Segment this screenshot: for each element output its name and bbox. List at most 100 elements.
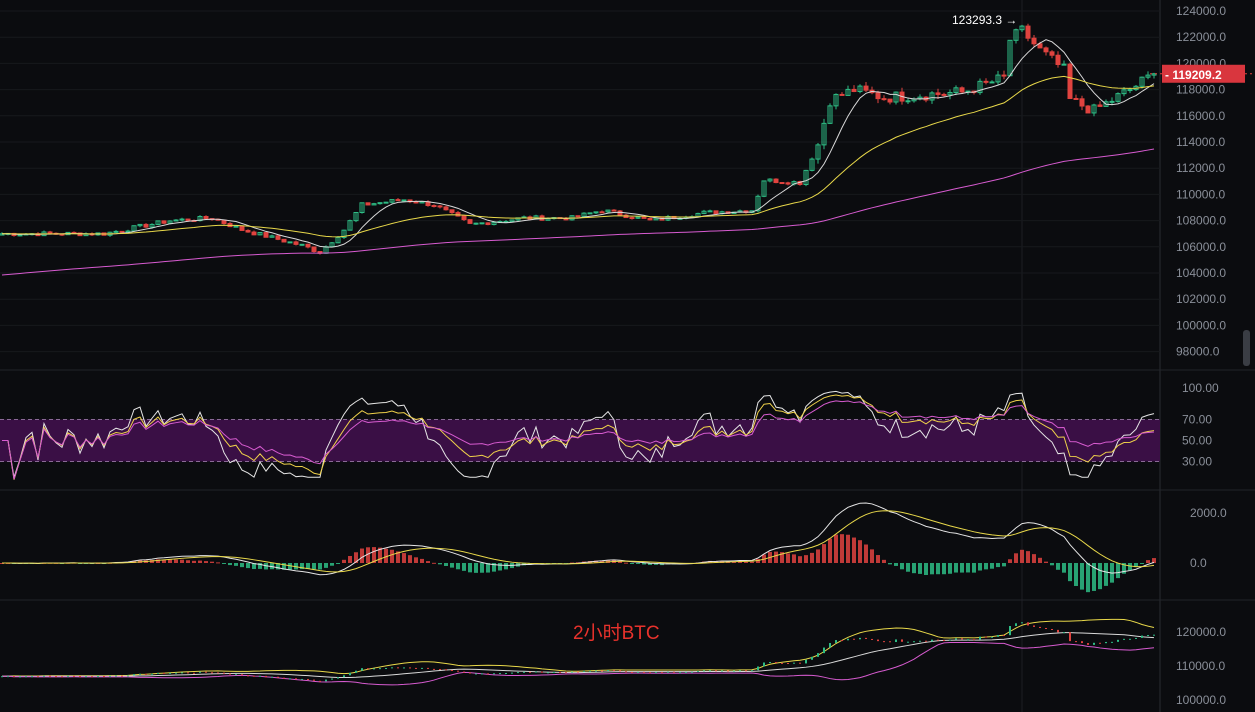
mini-candle <box>571 671 573 673</box>
mini-candle <box>115 675 117 677</box>
macd-histogram-bar <box>492 563 496 572</box>
macd-histogram-bar <box>282 563 286 570</box>
mini-candle <box>1069 632 1071 642</box>
candle-body <box>641 216 647 219</box>
candle-body <box>1151 73 1157 76</box>
axis-scroll-handle[interactable] <box>1243 330 1250 366</box>
mini-candle <box>73 675 75 677</box>
mini-candle <box>1147 635 1149 637</box>
mini-candle <box>337 677 339 679</box>
candle-body <box>1013 29 1019 41</box>
mini-candle <box>1117 639 1119 642</box>
candle-body <box>575 215 581 218</box>
upper-band-line <box>1 618 1155 677</box>
mini-candle <box>757 666 759 671</box>
mini-candle <box>589 670 591 672</box>
mini-candle <box>499 673 501 675</box>
mini-candle <box>61 676 63 678</box>
mini-candle <box>643 671 645 673</box>
candle-body <box>1067 63 1073 99</box>
mini-candle <box>295 678 297 680</box>
macd-histogram-bar <box>1002 563 1006 567</box>
candle-body <box>137 223 143 227</box>
candle-body <box>875 92 881 100</box>
last-price-label: - 119209.2 <box>1165 68 1222 82</box>
mini-candle <box>619 670 621 672</box>
macd-histogram-bar <box>780 552 784 563</box>
mini-candle <box>901 639 903 642</box>
mini-candle <box>859 637 861 640</box>
macd-histogram-bar <box>1134 563 1138 568</box>
candle-body <box>269 235 275 238</box>
mini-candle <box>763 662 765 667</box>
candle-body <box>839 93 845 96</box>
macd-histogram-bar <box>468 563 472 573</box>
candle-body <box>1145 74 1151 78</box>
candle-body <box>251 231 257 236</box>
mini-candle <box>19 676 21 678</box>
macd-histogram-bar <box>774 551 778 563</box>
mini-candle <box>289 678 291 680</box>
candle-body <box>845 88 851 96</box>
candle-body <box>371 203 377 206</box>
candle-body <box>281 238 287 243</box>
mini-candle <box>679 672 681 674</box>
rsi-band <box>0 419 1160 462</box>
mini-candle <box>1009 626 1011 636</box>
middle-band-line <box>1 632 1155 679</box>
macd-histogram-bar <box>810 552 814 563</box>
mini-candle <box>691 671 693 673</box>
macd-histogram-bar <box>1008 559 1012 563</box>
candle-body <box>929 92 935 101</box>
mini-candle <box>1141 635 1143 638</box>
mini-candle <box>403 667 405 669</box>
macd-histogram-bar <box>354 552 358 563</box>
macd-histogram-bar <box>318 563 322 570</box>
mini-candle <box>49 675 51 677</box>
candle-body <box>977 80 983 94</box>
mini-candle <box>661 672 663 674</box>
mini-candle <box>349 672 351 676</box>
mini-candle <box>283 677 285 679</box>
mini-candle <box>583 670 585 672</box>
mini-candle <box>31 676 33 678</box>
macd-histogram-bar <box>486 563 490 573</box>
candle-body <box>335 236 341 244</box>
candle-body <box>143 223 149 228</box>
mini-candle <box>193 672 195 674</box>
mini-candle <box>457 670 459 672</box>
price-tick-label: 106000.0 <box>1176 240 1226 254</box>
macd-histogram-bar <box>480 563 484 573</box>
macd-histogram-bar <box>630 563 634 564</box>
mini-candle <box>97 675 99 677</box>
macd-histogram-bar <box>300 563 304 570</box>
macd-histogram-bar <box>408 555 412 563</box>
macd-histogram-bar <box>174 559 178 563</box>
candle-body <box>857 85 863 93</box>
macd-histogram-bar <box>744 561 748 563</box>
mini-candle <box>811 656 813 660</box>
mini-candle <box>925 640 927 642</box>
candle-body <box>479 222 485 225</box>
candle-body <box>1061 63 1067 66</box>
macd-histogram-bar <box>732 561 736 563</box>
macd-histogram-bar <box>276 563 280 570</box>
mini-candle <box>703 670 705 672</box>
mini-candle <box>355 670 357 673</box>
ma25-line <box>1 75 1155 238</box>
macd-histogram-bar <box>942 563 946 575</box>
mini-candle <box>787 662 789 664</box>
mini-candle <box>151 673 153 675</box>
candle-body <box>383 201 389 204</box>
macd-histogram-bar <box>456 563 460 570</box>
mini-candle <box>55 676 57 678</box>
candle-body <box>377 202 383 205</box>
candle-body <box>881 98 887 101</box>
mini-candle <box>1099 642 1101 644</box>
candle-body <box>605 209 611 213</box>
mini-candle <box>1135 637 1137 639</box>
candle-body <box>47 231 53 234</box>
candle-body <box>287 241 293 244</box>
mini-candle <box>991 636 993 638</box>
